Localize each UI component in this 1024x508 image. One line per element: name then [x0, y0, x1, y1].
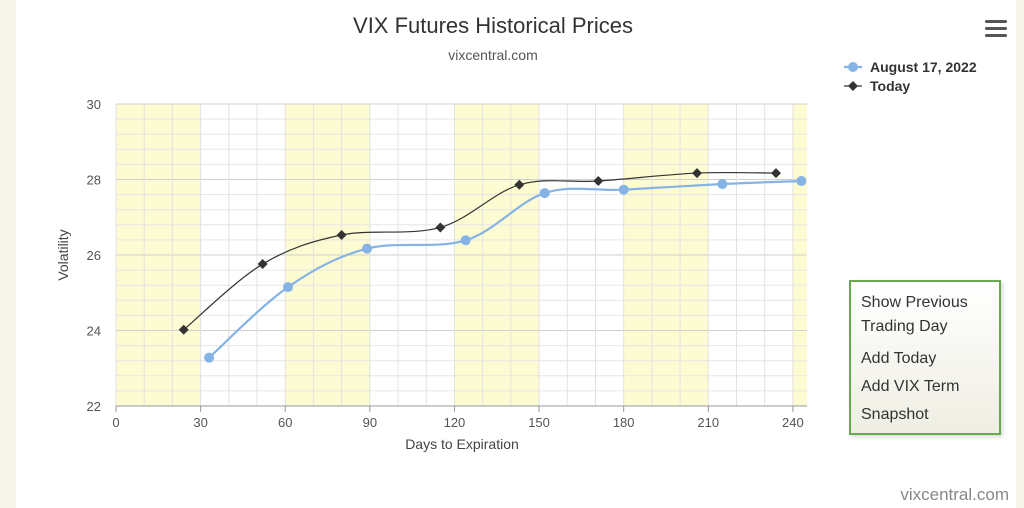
data-point-august-17-2022: [460, 235, 471, 246]
data-point-today: [178, 324, 189, 335]
data-point-today: [435, 222, 446, 233]
data-point-today: [770, 168, 781, 179]
menu-item-add-today[interactable]: Add Today: [861, 350, 937, 367]
chart: 0 30 60 90 120 150 180 210 240 22 24 26 28 30 VIX Fut…: [55, 13, 1009, 504]
legend-marker-diamond: [848, 81, 858, 91]
data-point-today: [336, 229, 347, 240]
menu-item-show-previous-trading-day[interactable]: Show Previous Trading Day: [861, 294, 968, 335]
x-tick-label: 240: [782, 415, 804, 430]
chart-panel: 0 30 60 90 120 150 180 210 240 22 24 26 28 30 VIX Fut…: [16, 0, 1016, 508]
hamburger-menu-icon[interactable]: [985, 20, 1007, 40]
series: [178, 168, 807, 363]
legend-label: Today: [870, 78, 910, 94]
y-tick-label: 26: [87, 248, 101, 263]
data-point-august-17-2022: [539, 188, 550, 199]
data-point-today: [257, 259, 268, 270]
legend-label: August 17, 2022: [870, 59, 977, 75]
data-point-august-17-2022: [796, 176, 807, 187]
x-tick-label: 0: [112, 415, 119, 430]
axes: 0 30 60 90 120 150 180 210 240 22 24 26 28 30: [87, 97, 807, 430]
x-tick-label: 90: [363, 415, 377, 430]
credit-text[interactable]: vixcentral.com: [900, 485, 1009, 504]
chart-subtitle: vixcentral.com: [448, 47, 537, 63]
export-menu: Show Previous Trading Day Add Today Add V…: [849, 280, 1001, 435]
y-tick-label: 30: [87, 97, 101, 112]
legend-marker-circle: [848, 62, 858, 72]
data-point-august-17-2022: [204, 352, 215, 363]
chart-title: VIX Futures Historical Prices: [353, 13, 633, 38]
x-tick-label: 180: [613, 415, 635, 430]
x-axis-title: Days to Expiration: [405, 436, 519, 452]
legend[interactable]: August 17, 2022 Today: [844, 59, 977, 94]
x-tick-label: 150: [528, 415, 550, 430]
menu-item-snapshot[interactable]: Snapshot: [861, 406, 929, 423]
data-point-august-17-2022: [717, 179, 728, 190]
data-point-today: [692, 168, 703, 179]
y-tick-label: 22: [87, 399, 101, 414]
x-tick-label: 30: [193, 415, 207, 430]
y-axis-title: Volatility: [55, 229, 71, 280]
y-tick-label: 24: [87, 324, 101, 339]
data-point-august-17-2022: [362, 243, 373, 254]
x-tick-label: 60: [278, 415, 292, 430]
data-point-august-17-2022: [283, 282, 294, 293]
data-point-today: [514, 179, 525, 190]
y-tick-label: 28: [87, 173, 101, 188]
grid: [115, 103, 807, 407]
x-tick-label: 210: [697, 415, 719, 430]
menu-item-add-vix-term[interactable]: Add VIX Term: [861, 378, 960, 395]
data-point-today: [593, 176, 604, 187]
data-point-august-17-2022: [618, 184, 629, 195]
x-tick-label: 120: [444, 415, 466, 430]
